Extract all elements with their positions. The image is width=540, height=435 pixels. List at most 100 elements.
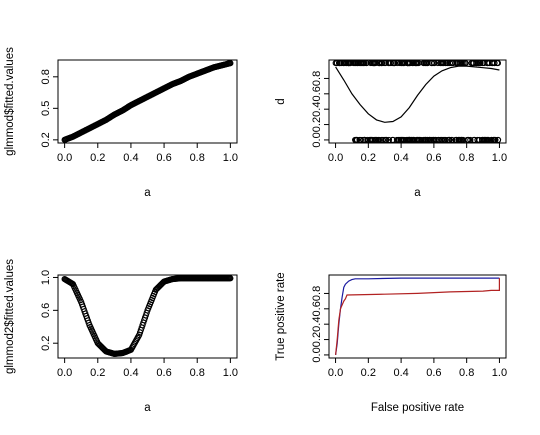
series-line bbox=[335, 277, 500, 355]
chart-panel-top-left: 0.0 0.2 0.4 0.6 0.8 1.0 0.2 0.5 0.8 a glmmod$fitte… bbox=[4, 47, 238, 199]
data-point bbox=[404, 60, 411, 67]
data-point bbox=[455, 136, 462, 143]
y-tick-label: 0.2 bbox=[40, 132, 52, 147]
x-axis-title: False positive rate bbox=[371, 402, 464, 414]
data-point bbox=[485, 136, 492, 143]
data-point bbox=[428, 60, 435, 67]
data-point bbox=[413, 136, 421, 143]
x-tick-label: 1.0 bbox=[223, 152, 238, 164]
x-tick-label: 1.0 bbox=[223, 367, 238, 379]
y-tick-label: 0.6 bbox=[311, 301, 323, 316]
data-point bbox=[438, 136, 446, 143]
y-axis-title: glmmod2$fitted.values bbox=[4, 259, 16, 374]
data-point bbox=[362, 60, 370, 67]
series-line bbox=[335, 278, 500, 355]
x-tick-label: 0.6 bbox=[426, 152, 441, 164]
x-tick-label: 0.6 bbox=[156, 367, 171, 379]
y-axis-title: True positive rate bbox=[275, 272, 287, 360]
plot-frame bbox=[328, 59, 507, 144]
data-point bbox=[435, 136, 442, 143]
x-tick-label: 0.8 bbox=[190, 367, 205, 379]
data-point bbox=[385, 136, 393, 143]
data-point bbox=[376, 60, 383, 67]
data-point bbox=[227, 275, 234, 282]
x-tick-label: 0.4 bbox=[123, 367, 138, 379]
x-tick-label: 0.2 bbox=[361, 152, 376, 164]
y-tick-label: 0.2 bbox=[311, 117, 323, 132]
y-tick-label: 0.4 bbox=[311, 102, 323, 117]
y-tick-label: 0.4 bbox=[311, 317, 323, 332]
data-point bbox=[424, 136, 431, 143]
data-point bbox=[389, 136, 396, 143]
data-point bbox=[476, 136, 483, 143]
data-point bbox=[353, 136, 360, 143]
data-point bbox=[430, 60, 438, 67]
x-tick-label: 0.0 bbox=[328, 367, 343, 379]
data-point bbox=[359, 60, 366, 67]
y-axis-title: d bbox=[275, 98, 287, 104]
data-point bbox=[449, 60, 457, 67]
data-point bbox=[343, 60, 350, 67]
data-point bbox=[357, 136, 364, 143]
data-point bbox=[437, 60, 444, 67]
data-point bbox=[432, 136, 439, 143]
plot-frame bbox=[328, 274, 507, 359]
data-layer bbox=[335, 277, 500, 355]
plot-frame bbox=[57, 274, 238, 359]
y-tick-label: 0.2 bbox=[40, 336, 52, 351]
data-layer bbox=[61, 60, 234, 143]
data-point bbox=[370, 60, 377, 67]
data-point bbox=[494, 136, 502, 143]
data-point bbox=[346, 60, 353, 67]
y-tick-label: 1.0 bbox=[40, 270, 52, 285]
plot-frame bbox=[57, 59, 238, 144]
data-point bbox=[391, 60, 398, 67]
data-point bbox=[480, 60, 488, 67]
data-point bbox=[404, 136, 411, 143]
data-point bbox=[484, 60, 492, 67]
data-point bbox=[440, 60, 447, 67]
x-tick-label: 0.8 bbox=[190, 152, 205, 164]
data-point bbox=[494, 60, 501, 67]
y-tick-label: 0.8 bbox=[311, 71, 323, 86]
x-tick-label: 0.4 bbox=[393, 152, 408, 164]
data-point bbox=[333, 60, 341, 67]
data-point bbox=[382, 60, 389, 67]
data-point bbox=[400, 60, 407, 67]
x-tick-label: 0.0 bbox=[57, 152, 72, 164]
x-tick-label: 0.6 bbox=[426, 367, 441, 379]
y-tick-label: 0.6 bbox=[40, 303, 52, 318]
x-tick-label: 0.4 bbox=[123, 152, 138, 164]
x-tick-label: 0.0 bbox=[57, 367, 72, 379]
data-point bbox=[453, 60, 460, 67]
x-tick-label: 1.0 bbox=[492, 152, 507, 164]
data-point bbox=[446, 60, 454, 67]
data-point bbox=[410, 60, 417, 67]
series-line bbox=[335, 65, 500, 123]
data-layer bbox=[61, 275, 234, 357]
data-point bbox=[406, 60, 413, 67]
data-point bbox=[396, 136, 403, 143]
x-tick-label: 1.0 bbox=[492, 367, 507, 379]
y-tick-label: 0.5 bbox=[40, 101, 52, 116]
data-point bbox=[488, 136, 495, 143]
data-point bbox=[467, 136, 474, 143]
data-point bbox=[337, 60, 344, 67]
data-point bbox=[474, 60, 482, 67]
x-tick-label: 0.2 bbox=[90, 367, 105, 379]
data-point bbox=[470, 60, 477, 67]
data-point bbox=[398, 60, 405, 67]
x-tick-label: 0.0 bbox=[328, 152, 343, 164]
x-axis-title: a bbox=[414, 187, 421, 199]
data-point bbox=[354, 60, 362, 67]
y-tick-label: 0.8 bbox=[311, 286, 323, 301]
data-point bbox=[379, 136, 387, 143]
data-point bbox=[426, 136, 433, 143]
data-point bbox=[393, 136, 401, 143]
y-tick-label: 0.0 bbox=[311, 132, 323, 147]
data-point bbox=[394, 60, 401, 67]
data-point bbox=[420, 60, 428, 67]
x-tick-label: 0.4 bbox=[393, 367, 408, 379]
